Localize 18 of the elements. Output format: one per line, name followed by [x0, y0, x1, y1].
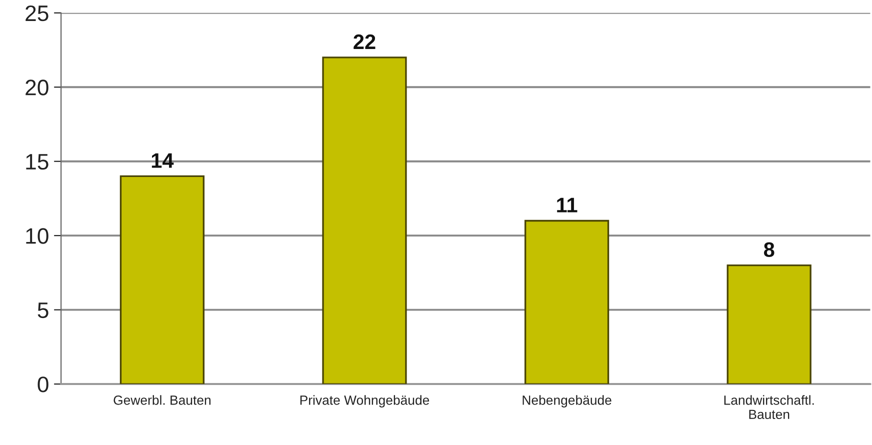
data-label: 8	[764, 242, 774, 257]
y-tick-label: 0	[38, 376, 48, 392]
x-tick-label: Nebengebäude	[522, 395, 612, 408]
x-tick-label: Gewerbl. Bauten	[114, 395, 210, 405]
x-tick-label: Landwirtschaftl. Bauten	[724, 395, 814, 420]
bar	[120, 175, 204, 384]
y-tick-label: 5	[38, 302, 48, 318]
bar	[322, 56, 407, 384]
y-tick-label: 10	[26, 228, 48, 244]
x-tick-label: Private Wohngebäude	[300, 395, 430, 408]
y-tick-label: 25	[26, 5, 48, 22]
data-label: 22	[354, 34, 376, 49]
data-label: 11	[557, 198, 578, 212]
y-tick-label: 20	[26, 80, 48, 96]
data-label: 14	[152, 153, 174, 168]
y-tick-label: 15	[26, 154, 48, 170]
bar	[524, 220, 610, 384]
bar	[726, 264, 812, 384]
